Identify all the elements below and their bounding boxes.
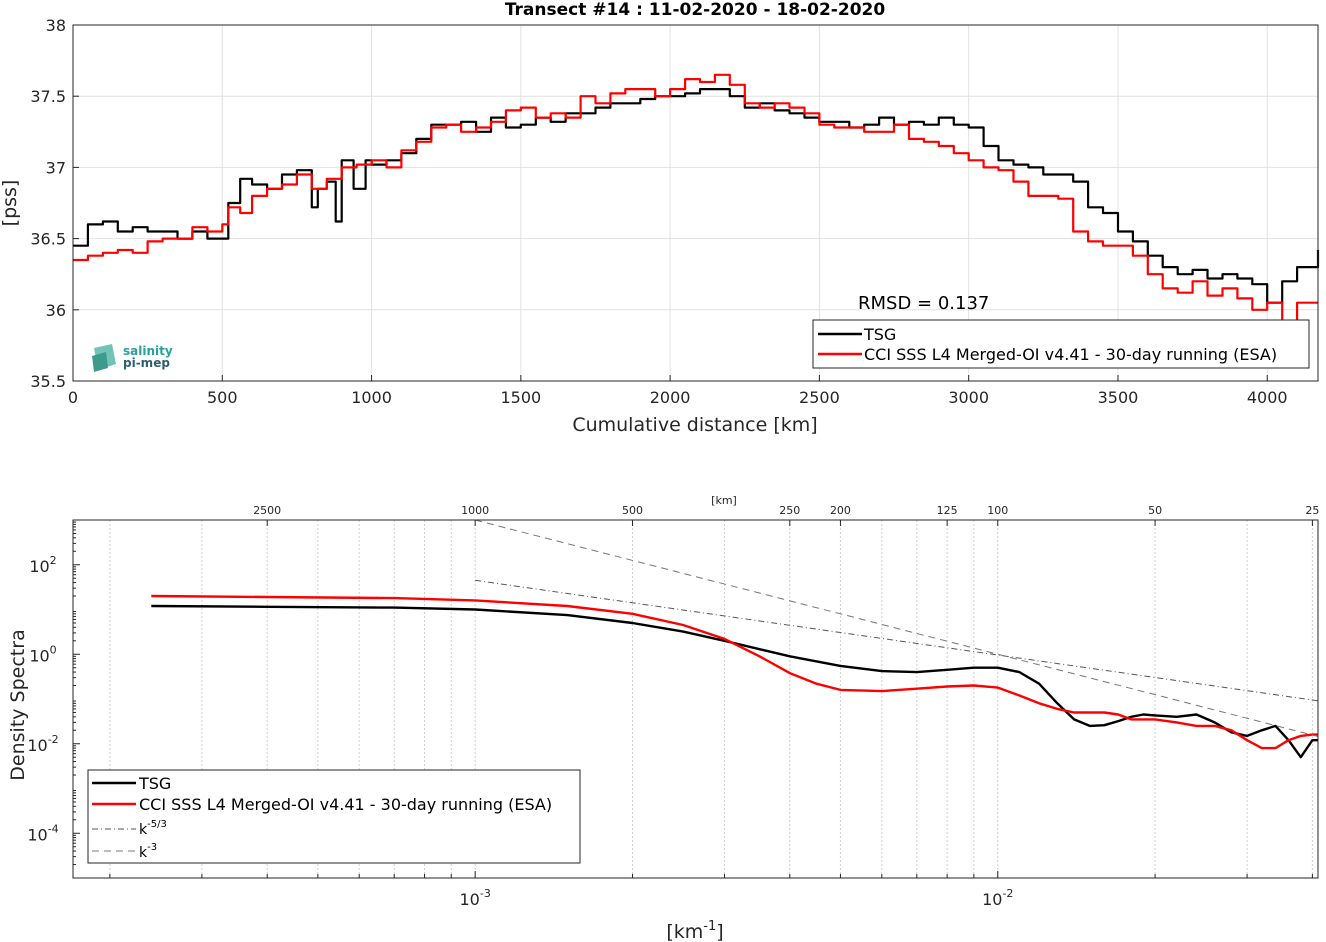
legend-box [87,769,581,864]
series-tsg-line [73,88,1320,304]
y-tick-label-exponent: 0 [50,643,57,656]
chart-title: Transect #14 : 11-02-2020 - 18-02-2020 [505,0,886,20]
x-tick-label: 10-2 [982,887,1013,909]
legend-label-k53-exponent: -5/3 [147,819,167,830]
y-tick-label: 36.5 [30,230,66,249]
logo-text: pi-mep [123,356,170,370]
x-axis-label: [km-1] [666,919,723,942]
x-tick-label: 1500 [500,388,541,407]
x-axis-label: Cumulative distance [km] [572,414,817,436]
legend-box [812,319,1310,369]
series-cci-line [73,73,1318,323]
series-layer [73,73,1320,323]
plot-frame [72,24,1319,382]
top-tick-label: 200 [830,504,851,517]
y-tick-label-exponent: 2 [50,554,57,567]
top-tick-label: 50 [1148,504,1162,517]
x-tick-label-exponent: -3 [480,887,491,900]
legend: TSG CCI SSS L4 Merged-OI v4.41 - 30-day … [87,769,581,864]
k-53-reference-line [475,579,1319,702]
y-tick-label: 37.5 [30,87,66,106]
y-tick-label: 36 [46,301,66,320]
y-tick-label: 35.5 [30,372,66,391]
logo-text: salinity [123,344,173,358]
y-tick-label: 100 [29,643,56,665]
legend-label-k3-exponent: -3 [147,842,157,853]
x-tick-label: 1000 [351,388,392,407]
y-tick-label-exponent: -4 [48,822,59,835]
legend: TSG CCI SSS L4 Merged-OI v4.41 - 30-day … [812,319,1310,369]
legend-label-tsg: TSG [863,325,896,344]
top-tick-label: 1000 [461,504,489,517]
y-axis-label: [pss] [0,180,21,227]
plot-frame [72,519,1319,879]
x-tick-label: 500 [207,388,238,407]
legend-label-k53-base: k [139,822,148,838]
x-tick-label: 2000 [650,388,691,407]
x-tick-label-exponent: -2 [1002,887,1013,900]
x-axis-label-exponent: -1 [703,919,716,934]
top-tick-label: 125 [937,504,958,517]
x-tick-label: 10-3 [460,887,491,909]
x-axis-label-base: [km [666,921,703,942]
axis-ticks: 0 500 1000 1500 2000 2500 3000 3500 4000 35.5 36 36… [30,16,1287,407]
y-tick-label: 10-4 [27,822,58,844]
salinity-pimep-logo: salinity pi-mep [92,344,173,372]
top-axis-label: [km] [711,494,737,507]
rmsd-annotation: RMSD = 0.137 [858,293,989,314]
legend-label-tsg: TSG [138,774,171,793]
y-tick-label-base: 10 [27,825,47,844]
y-tick-label-base: 10 [29,557,49,576]
x-tick-label: 4000 [1247,388,1288,407]
y-tick-label-base: 10 [29,646,49,665]
x-tick-label: 3500 [1098,388,1139,407]
y-tick-label: 37 [46,158,66,177]
series-tsg-line [151,604,1318,759]
x-tick-label: 3000 [948,388,989,407]
y-axis-label: Density Spectra [7,629,29,780]
y-tick-label: 10-2 [27,733,58,755]
top-tick-label: 25 [1305,504,1319,517]
x-tick-label: 0 [68,388,78,407]
top-tick-label: 500 [622,504,643,517]
y-tick-label-base: 10 [27,736,47,755]
y-tick-label: 38 [46,16,66,35]
x-tick-label-base: 10 [460,890,480,909]
top-tick-label: 250 [779,504,800,517]
series-layer [151,519,1319,759]
x-tick-label-base: 10 [982,890,1002,909]
top-tick-label: 100 [987,504,1008,517]
k-3-reference-line [475,519,1319,737]
series-cci-line [151,594,1318,750]
y-tick-label: 102 [29,554,56,576]
top-tick-label: 2500 [253,504,281,517]
legend-label-k53: k-5/3 [139,819,167,838]
x-axis-label-end: ] [716,921,723,942]
legend-label-cci: CCI SSS L4 Merged-OI v4.41 - 30-day runn… [864,345,1277,364]
legend-label-k3-base: k [139,845,148,861]
legend-label-k3: k-3 [139,842,157,861]
salinity-transect-plot: 0 500 1000 1500 2000 2500 3000 3500 4000 35.5 36 36… [0,0,1320,436]
x-tick-label: 2500 [799,388,840,407]
y-tick-label-exponent: -2 [48,733,59,746]
logo-mark [92,352,108,372]
legend-label-cci: CCI SSS L4 Merged-OI v4.41 - 30-day runn… [139,795,552,814]
